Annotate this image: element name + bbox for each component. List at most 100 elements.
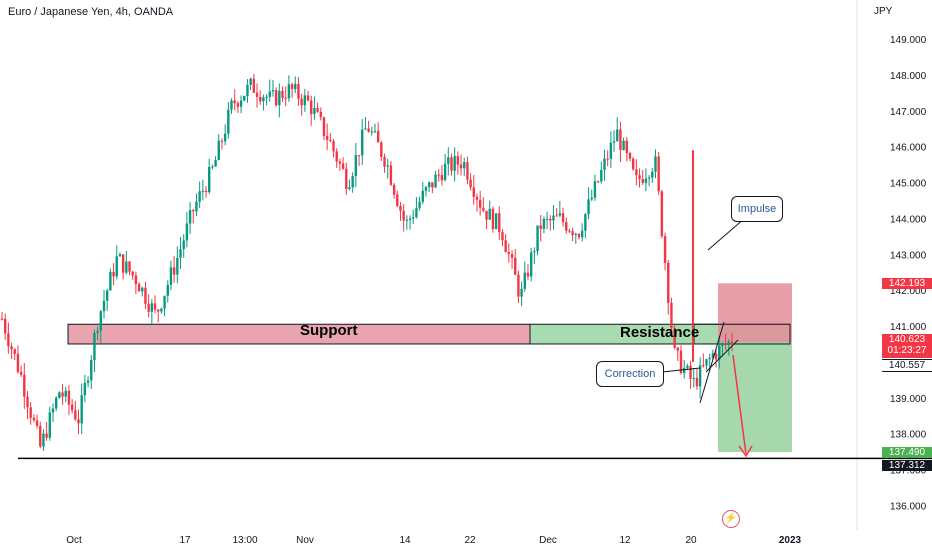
candle-body [351, 176, 354, 188]
candle-body [10, 346, 13, 350]
correction-leader [661, 367, 701, 373]
x-tick-label: 13:00 [232, 535, 257, 546]
candle-body [434, 174, 437, 188]
candle-body [239, 100, 243, 107]
candle-body [303, 95, 307, 106]
x-tick-label: Oct [66, 535, 82, 546]
candle-body [491, 208, 495, 230]
candle-body [74, 410, 77, 420]
candle-body [533, 251, 536, 253]
candle-body [214, 160, 217, 167]
candle-body [268, 91, 271, 97]
symbol-title[interactable]: Euro / Japanese Yen, 4h, OANDA [8, 6, 174, 18]
candle-body [565, 221, 568, 231]
candle-body [501, 232, 504, 241]
support-zone[interactable] [67, 323, 531, 345]
candle-body [150, 303, 154, 312]
candle-body [0, 318, 4, 320]
candle-body [603, 158, 606, 170]
candle-body [185, 223, 189, 241]
candle-body [466, 162, 469, 180]
candle-body [520, 288, 523, 297]
candle-body [61, 392, 64, 397]
candle-body [383, 156, 386, 167]
candle-body [157, 309, 160, 312]
candle-body [558, 213, 562, 216]
impulse-callout[interactable]: Impulse [731, 196, 783, 222]
down-arrow-head [738, 445, 753, 458]
candle-body [54, 397, 58, 409]
channel-lower[interactable] [705, 339, 739, 373]
candle-body [427, 182, 431, 188]
candle-body [526, 272, 530, 277]
candle-body [179, 249, 182, 258]
candle-body [96, 330, 99, 334]
candle-body [58, 392, 61, 398]
candle-body [128, 261, 131, 272]
candle-body [628, 152, 632, 159]
candle-body [233, 100, 236, 104]
candle-body [109, 271, 112, 291]
candle-body [13, 349, 16, 354]
y-tick-label: 142.000 [890, 286, 927, 297]
candle-body [612, 141, 616, 143]
candle-body [35, 420, 39, 426]
candle-body [370, 131, 373, 133]
candle-body [654, 156, 657, 172]
risk-zone[interactable] [718, 283, 792, 343]
candle-body [539, 225, 542, 229]
candle-body [274, 90, 278, 106]
channel-upper[interactable] [699, 321, 725, 404]
candle-body [281, 90, 284, 98]
candle-body [718, 345, 721, 360]
down-arrow [732, 354, 747, 455]
candle-body [644, 178, 648, 183]
candle-body [625, 140, 629, 153]
candle-body [609, 142, 613, 159]
candle-body [306, 95, 310, 101]
candle-body [606, 158, 609, 160]
candle-body [83, 382, 87, 396]
y-tick-label: 148.000 [890, 71, 927, 82]
candle-body [246, 84, 249, 96]
candle-body [325, 135, 329, 140]
candle-body [29, 407, 32, 418]
candle-body [437, 174, 440, 176]
candle-body [3, 319, 7, 334]
candle-body [698, 365, 702, 387]
y-tick-label: 146.000 [890, 143, 927, 154]
candle-body [447, 157, 450, 164]
candle-body [399, 205, 402, 211]
reward-zone[interactable] [718, 342, 792, 452]
support-label: Support [300, 322, 358, 339]
candle-body [102, 300, 106, 312]
candle-body [125, 261, 128, 273]
candle-body [596, 181, 600, 183]
candle-body [580, 230, 584, 238]
y-tick-label: 139.000 [890, 394, 927, 405]
candle-body [77, 419, 80, 424]
candle-body [453, 156, 456, 171]
candle-body [514, 257, 517, 275]
impulse-leader [707, 217, 746, 251]
candle-body [163, 295, 166, 309]
candle-body [204, 190, 208, 193]
y-tick-label: 138.000 [890, 430, 927, 441]
candle-body [310, 100, 313, 115]
candle-body [249, 78, 252, 85]
candle-body [568, 230, 571, 232]
candle-body [376, 131, 380, 143]
candle-body [405, 219, 409, 221]
candle-body [134, 275, 138, 285]
y-tick-label: 143.000 [890, 250, 927, 261]
candle-body [396, 194, 399, 206]
y-tick-label: 137.000 [890, 466, 927, 477]
candle-body [584, 214, 587, 231]
candle-body [51, 408, 55, 413]
candle-body [265, 96, 268, 98]
correction-callout[interactable]: Correction [596, 361, 664, 387]
tradingview-logo[interactable]: ⚡ [722, 510, 740, 528]
baseline-price-badge: 137.312 [882, 460, 932, 471]
candle-body [195, 201, 198, 212]
